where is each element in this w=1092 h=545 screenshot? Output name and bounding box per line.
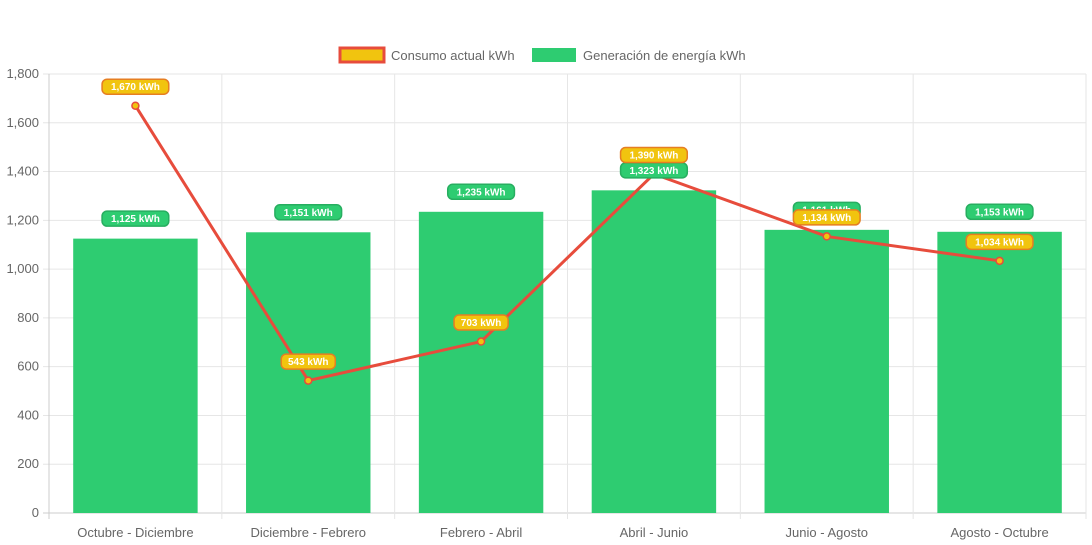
bar-data-label-text: 1,153 kWh xyxy=(975,207,1024,218)
line-data-label-text: 543 kWh xyxy=(288,357,329,368)
x-tick-label: Agosto - Octubre xyxy=(950,525,1048,540)
line-data-label: 1,034 kWh xyxy=(965,233,1034,251)
bar-data-label-text: 1,151 kWh xyxy=(284,208,333,219)
bar xyxy=(418,211,544,513)
x-tick-label: Abril - Junio xyxy=(620,525,689,540)
bar xyxy=(937,231,1062,513)
line-data-label-bg xyxy=(280,353,337,370)
line-data-label-bg xyxy=(453,314,509,331)
line-data-label: 1,670 kWh xyxy=(101,78,170,95)
line-data-label: 543 kWh xyxy=(280,353,337,370)
line-data-label-text: 1,390 kWh xyxy=(629,150,678,161)
bar-data-label-bg xyxy=(965,203,1034,221)
y-tick-label: 200 xyxy=(17,456,39,471)
line-data-label-bg xyxy=(792,209,861,226)
y-tick-label: 1,800 xyxy=(6,66,39,81)
line-data-label-text: 1,134 kWh xyxy=(802,213,851,224)
line-point xyxy=(995,256,1004,266)
bar-data-label: 1,153 kWh xyxy=(965,203,1034,221)
line-path xyxy=(134,104,1000,383)
y-tick-label: 1,400 xyxy=(6,164,39,179)
bar xyxy=(764,229,889,513)
line-data-label: 703 kWh xyxy=(453,314,509,331)
y-tick-label: 1,200 xyxy=(6,212,39,227)
bar xyxy=(246,232,371,514)
bar-data-label-bg xyxy=(446,183,516,201)
x-tick-label: Junio - Agosto xyxy=(786,525,868,540)
line-point xyxy=(131,101,140,110)
line-point xyxy=(304,376,313,385)
x-tick-label: Octubre - Diciembre xyxy=(77,525,193,540)
bar-data-label-bg xyxy=(274,204,343,221)
bar-data-label: 1,323 kWh xyxy=(619,162,689,179)
bar-data-label-text: 1,235 kWh xyxy=(457,187,506,198)
y-tick-label: 600 xyxy=(17,359,39,374)
x-tick-label: Febrero - Abril xyxy=(440,525,522,540)
line-data-label-text: 1,034 kWh xyxy=(975,237,1024,248)
bar-data-label-text: 1,323 kWh xyxy=(629,166,678,177)
y-tick-label: 1,000 xyxy=(6,261,39,276)
grid-layer xyxy=(43,73,1087,519)
bar-data-label-text: 1,125 kWh xyxy=(111,214,160,225)
y-tick-label: 800 xyxy=(17,310,39,325)
bar-data-label-bg xyxy=(101,210,170,227)
legend-swatch-generacion[interactable] xyxy=(532,48,576,62)
bar-data-label: 1,151 kWh xyxy=(274,204,343,221)
line-point xyxy=(476,337,486,346)
line-data-label: 1,390 kWh xyxy=(619,146,689,164)
line-data-label-bg xyxy=(965,233,1034,251)
legend-swatch-consumo[interactable] xyxy=(338,46,386,64)
y-tick-label: 0 xyxy=(32,505,39,520)
line-data-label-bg xyxy=(619,146,689,164)
y-tick-label: 400 xyxy=(17,407,39,422)
legend-label-generacion[interactable]: Generación de energía kWh xyxy=(583,48,746,63)
line-point xyxy=(822,232,831,241)
line-data-label-bg xyxy=(101,78,170,95)
line-data-label-text: 703 kWh xyxy=(461,318,502,329)
line-data-label: 1,134 kWh xyxy=(792,209,861,226)
bar xyxy=(73,238,198,513)
bar-series xyxy=(73,190,1062,514)
axis-layer: 0 200 400 600 800 1,000 1,200 1,400 1,600 1,800 Oc… xyxy=(6,66,1048,540)
bar-data-label: 1,125 kWh xyxy=(101,210,170,227)
legend[interactable]: Consumo actual kWh Generación de energía… xyxy=(338,46,746,64)
bar-data-label: 1,235 kWh xyxy=(446,183,516,201)
y-tick-label: 1,600 xyxy=(6,115,39,130)
x-tick-label: Diciembre - Febrero xyxy=(250,525,366,540)
legend-label-consumo[interactable]: Consumo actual kWh xyxy=(391,48,515,63)
bar xyxy=(591,190,717,513)
line-data-label-text: 1,670 kWh xyxy=(111,82,160,93)
